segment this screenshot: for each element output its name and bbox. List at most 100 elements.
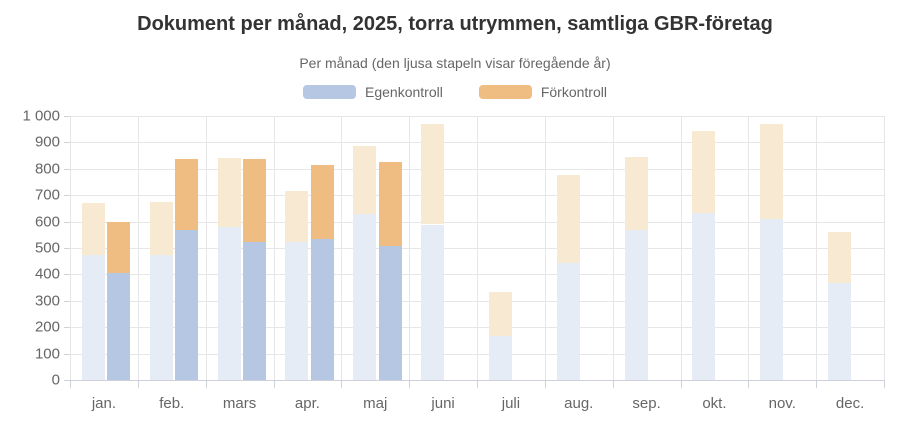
bar-segment-previous-year[interactable] — [353, 146, 377, 214]
x-axis-label: mars — [222, 395, 257, 412]
x-axis-tick — [816, 380, 818, 388]
x-axis-label: feb. — [159, 395, 185, 412]
gridline-vertical — [477, 116, 478, 380]
gridline-vertical — [409, 116, 411, 380]
bar-segment-2025[interactable] — [310, 239, 334, 380]
y-axis-tick — [64, 195, 70, 197]
legend-item-forkontroll[interactable]: Förkontroll — [478, 84, 607, 100]
bar-segment-previous-year[interactable] — [488, 336, 512, 380]
bar-segment-previous-year[interactable] — [421, 224, 445, 380]
x-axis-tick — [884, 380, 885, 388]
x-axis-tick — [612, 380, 614, 388]
bar-segment-previous-year[interactable] — [692, 213, 716, 380]
y-axis-tick — [64, 353, 70, 355]
legend-label-egenkontroll: Egenkontroll — [365, 84, 443, 100]
x-axis-label: juni — [431, 395, 455, 412]
x-axis-label: nov. — [768, 395, 796, 412]
bar-segment-2025[interactable] — [175, 158, 199, 231]
legend: Egenkontroll Förkontroll — [0, 84, 910, 100]
y-axis-tick — [64, 327, 70, 329]
x-axis-label: jan. — [91, 395, 116, 412]
y-axis-tick — [64, 221, 70, 223]
bar-segment-previous-year[interactable] — [285, 190, 309, 243]
y-axis-label: 1 000 — [22, 107, 60, 125]
bar-segment-previous-year[interactable] — [828, 232, 852, 283]
bar-segment-previous-year[interactable] — [760, 124, 784, 219]
gridline-vertical — [137, 116, 139, 380]
x-axis-tick — [205, 380, 207, 388]
bar-segment-previous-year[interactable] — [149, 202, 173, 256]
bar-segment-previous-year[interactable] — [624, 157, 648, 230]
y-axis-label: 800 — [34, 160, 60, 178]
y-axis-label: 100 — [34, 345, 60, 363]
bar-segment-previous-year[interactable] — [488, 291, 512, 337]
y-axis-tick — [64, 380, 70, 381]
y-axis-label: 200 — [34, 318, 60, 336]
y-axis-tick — [64, 248, 70, 249]
gridline-vertical — [341, 116, 343, 380]
gridline-vertical — [70, 116, 71, 380]
bar-segment-previous-year[interactable] — [421, 124, 445, 225]
bar-segment-previous-year[interactable] — [760, 218, 784, 380]
gridline-vertical — [205, 116, 207, 380]
bar-segment-previous-year[interactable] — [353, 213, 377, 380]
y-axis-label: 500 — [34, 239, 60, 257]
gridline-vertical — [680, 116, 682, 380]
gridline-vertical — [273, 116, 275, 380]
gridline-vertical — [884, 116, 885, 380]
bar-segment-2025[interactable] — [243, 241, 267, 380]
x-axis-label: dec. — [835, 395, 865, 412]
legend-label-forkontroll: Förkontroll — [540, 84, 607, 100]
x-axis-tick — [137, 380, 139, 388]
y-axis-tick — [64, 300, 70, 302]
legend-swatch-egenkontroll — [303, 85, 357, 99]
bar-segment-previous-year[interactable] — [81, 203, 105, 256]
bar-segment-previous-year[interactable] — [149, 255, 173, 380]
y-axis-tick — [64, 274, 70, 276]
bar-segment-previous-year[interactable] — [217, 158, 241, 228]
bar-segment-previous-year[interactable] — [556, 263, 580, 380]
legend-item-egenkontroll[interactable]: Egenkontroll — [303, 84, 443, 100]
bar-segment-2025[interactable] — [378, 246, 402, 380]
x-axis-tick — [409, 380, 411, 388]
bar-segment-2025[interactable] — [243, 159, 267, 242]
gridline-vertical — [544, 116, 546, 380]
y-axis-label: 700 — [34, 186, 60, 204]
x-axis-tick — [544, 380, 546, 388]
y-axis-tick — [64, 168, 70, 170]
x-axis-tick — [680, 380, 682, 388]
bar-segment-previous-year[interactable] — [217, 227, 241, 380]
x-axis-label: maj — [363, 395, 388, 412]
bar-segment-2025[interactable] — [378, 161, 402, 247]
y-axis-label: 600 — [34, 213, 60, 231]
bar-segment-previous-year[interactable] — [285, 242, 309, 380]
chart-title: Dokument per månad, 2025, torra utrymmen… — [137, 13, 773, 35]
x-axis-label: juli — [501, 395, 521, 412]
bar-segment-2025[interactable] — [310, 164, 334, 239]
bar-segment-2025[interactable] — [175, 230, 199, 380]
x-axis-tick — [748, 380, 750, 388]
bar-segment-previous-year[interactable] — [828, 282, 852, 380]
y-axis-label: 900 — [34, 133, 60, 151]
x-axis-label: apr. — [294, 395, 320, 412]
bar-segment-previous-year[interactable] — [556, 174, 580, 264]
bar-segment-previous-year[interactable] — [624, 229, 648, 380]
y-axis-label: 0 — [51, 371, 60, 389]
x-axis-label: okt. — [702, 395, 727, 412]
bar-segment-2025[interactable] — [107, 221, 131, 274]
legend-swatch-forkontroll — [478, 85, 532, 99]
x-axis-tick — [273, 380, 275, 388]
gridline-vertical — [816, 116, 818, 380]
chart-subtitle: Per månad (den ljusa stapeln visar föreg… — [299, 55, 611, 71]
gridline-vertical — [748, 116, 750, 380]
bar-segment-previous-year[interactable] — [81, 255, 105, 380]
bar-segment-previous-year[interactable] — [692, 131, 716, 214]
x-axis-tick — [341, 380, 343, 388]
x-axis-label: aug. — [564, 395, 594, 412]
bar-segment-2025[interactable] — [107, 273, 131, 380]
x-axis-label: sep. — [632, 395, 661, 412]
y-axis-tick — [64, 142, 70, 144]
y-axis-label: 300 — [34, 292, 60, 310]
x-axis-tick — [70, 380, 71, 388]
x-axis-line — [70, 380, 885, 381]
